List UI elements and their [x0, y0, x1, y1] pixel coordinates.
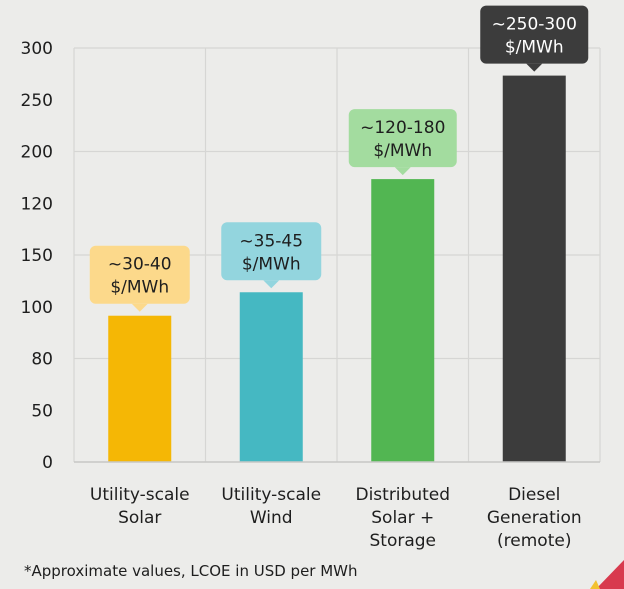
callout-pointer	[263, 280, 280, 289]
data-label: ~250-300	[492, 15, 577, 35]
data-label: ~120-180	[360, 118, 445, 138]
data-label: $/MWh	[505, 38, 564, 58]
y-tick-label: 100	[21, 298, 53, 318]
data-label-callout: ~30-40 $/MWh	[89, 245, 190, 312]
callout-box	[480, 5, 589, 64]
x-category-label: (remote)	[497, 531, 571, 551]
y-tick-label: 50	[31, 401, 53, 421]
y-tick-label: 250	[21, 91, 53, 111]
data-label: ~30-40	[108, 255, 172, 275]
data-label-callout: ~250-300 $/MWh	[480, 5, 589, 72]
bar	[108, 315, 172, 462]
y-tick-label: 150	[21, 246, 53, 266]
data-label-callout: ~120-180 $/MWh	[348, 109, 457, 176]
x-category-label: Diesel	[508, 485, 560, 505]
y-tick-label: 300	[21, 39, 53, 59]
x-category-label: Solar +	[371, 508, 434, 528]
callout-box	[221, 222, 322, 281]
data-label: $/MWh	[373, 141, 432, 161]
callout-pointer	[131, 303, 148, 312]
corner-decoration	[590, 580, 600, 589]
x-category-label: Utility-scale	[221, 485, 321, 505]
x-category-label: Utility-scale	[90, 485, 190, 505]
callout-pointer	[526, 63, 543, 72]
footnote: *Approximate values, LCOE in USD per MWh	[24, 562, 358, 580]
data-label: ~35-45	[239, 231, 303, 251]
y-tick-label: 120	[21, 194, 53, 214]
data-label: $/MWh	[110, 278, 169, 298]
callout-box	[89, 245, 190, 304]
x-category-label: Wind	[250, 508, 293, 528]
callout-pointer	[394, 167, 411, 176]
data-label: $/MWh	[242, 254, 301, 274]
y-tick-label: 80	[31, 350, 53, 370]
x-category-label: Generation	[487, 508, 582, 528]
corner-decoration	[596, 560, 624, 589]
data-label-callout: ~35-45 $/MWh	[221, 222, 322, 289]
y-tick-label: 0	[42, 453, 53, 473]
bar	[239, 292, 303, 462]
bar	[502, 75, 566, 462]
x-category-label: Storage	[369, 531, 436, 551]
callout-box	[348, 109, 457, 168]
y-tick-label: 200	[21, 143, 53, 163]
x-category-label: Solar	[118, 508, 161, 528]
bar	[371, 179, 435, 462]
x-category-label: Distributed	[355, 485, 450, 505]
